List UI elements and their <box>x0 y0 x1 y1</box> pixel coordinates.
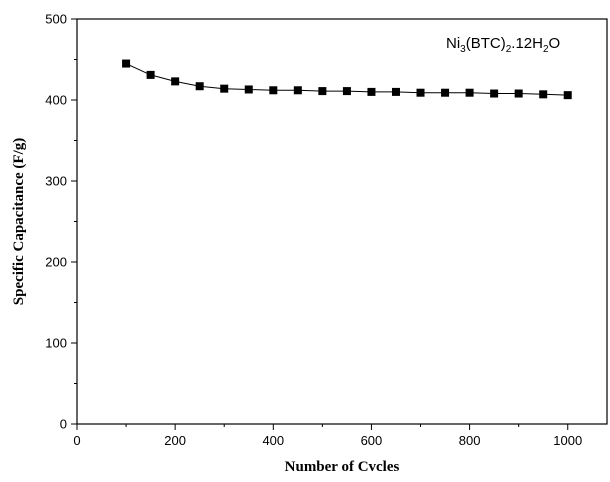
x-tick-label-5: 1000 <box>553 433 582 448</box>
data-point-2 <box>171 77 180 86</box>
data-point-16 <box>514 89 523 98</box>
y-tick-label-0: 0 <box>60 417 67 432</box>
data-point-13 <box>441 88 450 97</box>
compound-text: (BTC) <box>466 35 506 52</box>
ticks: 0 200 400 600 800 1000 0 100 200 300 400 500 <box>45 12 582 449</box>
data-point-15 <box>490 89 499 98</box>
y-tick-label-2: 200 <box>45 255 67 270</box>
compound-text: Ni <box>446 35 460 52</box>
data-point-18 <box>563 91 572 100</box>
data-point-10 <box>367 87 376 96</box>
x-tick-label-1: 200 <box>164 433 186 448</box>
compound-subscript: 2 <box>543 44 549 55</box>
data-point-17 <box>539 90 548 99</box>
data-point-5 <box>244 85 253 94</box>
data-point-6 <box>269 86 278 95</box>
data-point-12 <box>416 88 425 97</box>
x-tick-label-3: 600 <box>361 433 383 448</box>
y-tick-label-4: 400 <box>45 93 67 108</box>
data-point-8 <box>318 87 327 96</box>
plot-frame <box>76 18 608 425</box>
y-tick-label-1: 100 <box>45 336 67 351</box>
x-axis-title: Number of Cvcles <box>285 459 400 475</box>
data-point-1 <box>146 70 155 79</box>
data-point-3 <box>195 82 204 91</box>
compound-subscript: 3 <box>460 44 466 55</box>
data-point-14 <box>465 88 474 97</box>
data-point-0 <box>122 59 131 68</box>
data-series <box>122 59 572 100</box>
compound-text: .12H <box>511 35 543 52</box>
data-point-4 <box>220 84 229 93</box>
compound-label: Ni3(BTC)2.12H2O <box>446 35 560 55</box>
x-tick-label-4: 800 <box>459 433 481 448</box>
compound-text: O <box>549 35 561 52</box>
axes <box>76 18 608 425</box>
y-tick-label-5: 500 <box>45 12 67 27</box>
y-axis-title: Specific Capacitance (F/g) <box>11 138 27 305</box>
data-point-11 <box>391 87 400 96</box>
x-tick-label-2: 400 <box>262 433 284 448</box>
compound-subscript: 2 <box>506 44 512 55</box>
x-tick-label-0: 0 <box>73 433 80 448</box>
data-point-7 <box>293 86 302 95</box>
y-tick-label-3: 300 <box>45 174 67 189</box>
data-point-9 <box>342 87 351 96</box>
